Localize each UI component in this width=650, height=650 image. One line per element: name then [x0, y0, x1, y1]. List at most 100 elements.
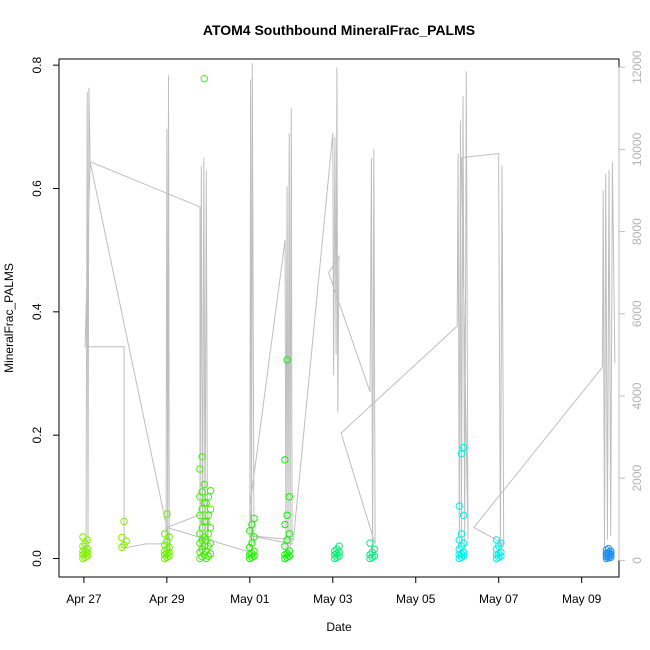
- x-tick-label: May 09: [562, 592, 602, 606]
- data-point: [285, 493, 293, 501]
- x-tick-label: Apr 29: [149, 592, 185, 606]
- data-point: [459, 511, 468, 519]
- altitude-line: [83, 63, 616, 561]
- x-tick-label: May 01: [230, 592, 270, 606]
- x-tick-label: Apr 27: [66, 592, 102, 606]
- data-point: [196, 465, 204, 473]
- chart-title: ATOM4 Southbound MineralFrac_PALMS: [203, 22, 475, 38]
- data-point: [163, 510, 171, 518]
- mineral-frac-series: [79, 75, 615, 563]
- y-tick-label: 0.6: [30, 180, 44, 197]
- data-point: [335, 552, 343, 560]
- data-point: [196, 493, 204, 501]
- y2-tick-label: 12000: [630, 50, 644, 84]
- data-point: [457, 530, 466, 538]
- data-point: [283, 511, 291, 519]
- y-axis-right: 0 2000 4000 6000 8000 10000 12000: [618, 50, 644, 564]
- data-point: [206, 549, 215, 558]
- data-point: [246, 527, 254, 535]
- data-point: [120, 541, 128, 549]
- data-point: [335, 542, 343, 550]
- data-point: [206, 505, 215, 513]
- y-tick-label: 0.4: [30, 303, 44, 320]
- data-point: [200, 480, 209, 489]
- altitude-series: [83, 63, 616, 561]
- x-axis: Apr 27 Apr 29 May 01 May 03 May 05 May 07 May …: [66, 576, 602, 606]
- y2-tick-label: 10000: [630, 132, 644, 166]
- data-point: [285, 530, 293, 538]
- data-point: [204, 511, 213, 519]
- data-point: [200, 75, 209, 83]
- data-point: [459, 443, 468, 452]
- y-tick-label: 0.0: [30, 550, 44, 567]
- data-point: [122, 537, 131, 545]
- data-point: [250, 533, 258, 541]
- data-point: [79, 533, 87, 541]
- data-point: [497, 552, 505, 560]
- data-point: [250, 514, 258, 523]
- y-tick-label: 0.8: [30, 57, 44, 74]
- x-axis-label: Date: [326, 620, 352, 634]
- data-point: [198, 453, 206, 461]
- data-point: [455, 502, 463, 510]
- data-point: [165, 543, 173, 552]
- data-point: [161, 541, 169, 549]
- data-point: [118, 533, 126, 542]
- data-point: [202, 554, 210, 563]
- y-axis-label: MineralFrac_PALMS: [2, 263, 16, 373]
- data-point: [248, 549, 256, 558]
- data-point: [202, 547, 210, 555]
- data-point: [202, 499, 210, 507]
- data-point: [457, 450, 466, 458]
- data-point: [250, 547, 258, 555]
- data-point: [250, 552, 258, 560]
- data-point: [161, 530, 169, 538]
- data-point: [285, 547, 293, 555]
- data-point: [285, 552, 293, 560]
- y2-tick-label: 2000: [630, 464, 644, 491]
- data-point: [331, 547, 339, 555]
- data-point: [206, 487, 215, 495]
- data-point: [204, 552, 213, 560]
- data-point: [248, 539, 256, 547]
- data-point: [206, 524, 215, 532]
- y-axis-left: 0.0 0.2 0.4 0.6 0.8: [30, 57, 60, 567]
- data-point: [281, 456, 289, 464]
- data-point: [492, 536, 501, 544]
- data-point: [604, 544, 613, 553]
- data-point: [370, 545, 379, 553]
- y2-tick-label: 0: [630, 557, 644, 564]
- data-point: [163, 537, 171, 545]
- data-point: [198, 505, 206, 513]
- data-point: [281, 542, 289, 550]
- data-point: [366, 539, 374, 547]
- data-point: [459, 552, 468, 560]
- data-point: [246, 543, 254, 552]
- data-point: [202, 517, 210, 526]
- data-point: [120, 517, 128, 526]
- y-tick-label: 0.2: [30, 427, 44, 444]
- x-tick-label: May 05: [396, 592, 436, 606]
- x-tick-label: May 07: [479, 592, 519, 606]
- x-tick-label: May 03: [313, 592, 353, 606]
- data-point: [607, 547, 615, 555]
- data-point: [83, 548, 92, 556]
- data-point: [202, 536, 210, 544]
- data-point: [283, 356, 291, 364]
- data-point: [165, 552, 173, 560]
- data-point: [366, 551, 374, 559]
- y2-tick-label: 8000: [630, 218, 644, 245]
- data-point: [283, 536, 291, 544]
- y2-tick-label: 6000: [630, 300, 644, 327]
- data-point: [204, 493, 213, 501]
- data-point: [455, 536, 463, 544]
- data-point: [163, 545, 171, 553]
- y2-tick-label: 4000: [630, 382, 644, 409]
- data-point: [118, 543, 126, 552]
- data-point: [248, 520, 256, 529]
- data-point: [198, 524, 206, 532]
- data-point: [283, 549, 291, 558]
- data-point: [198, 488, 206, 496]
- data-point: [281, 520, 289, 529]
